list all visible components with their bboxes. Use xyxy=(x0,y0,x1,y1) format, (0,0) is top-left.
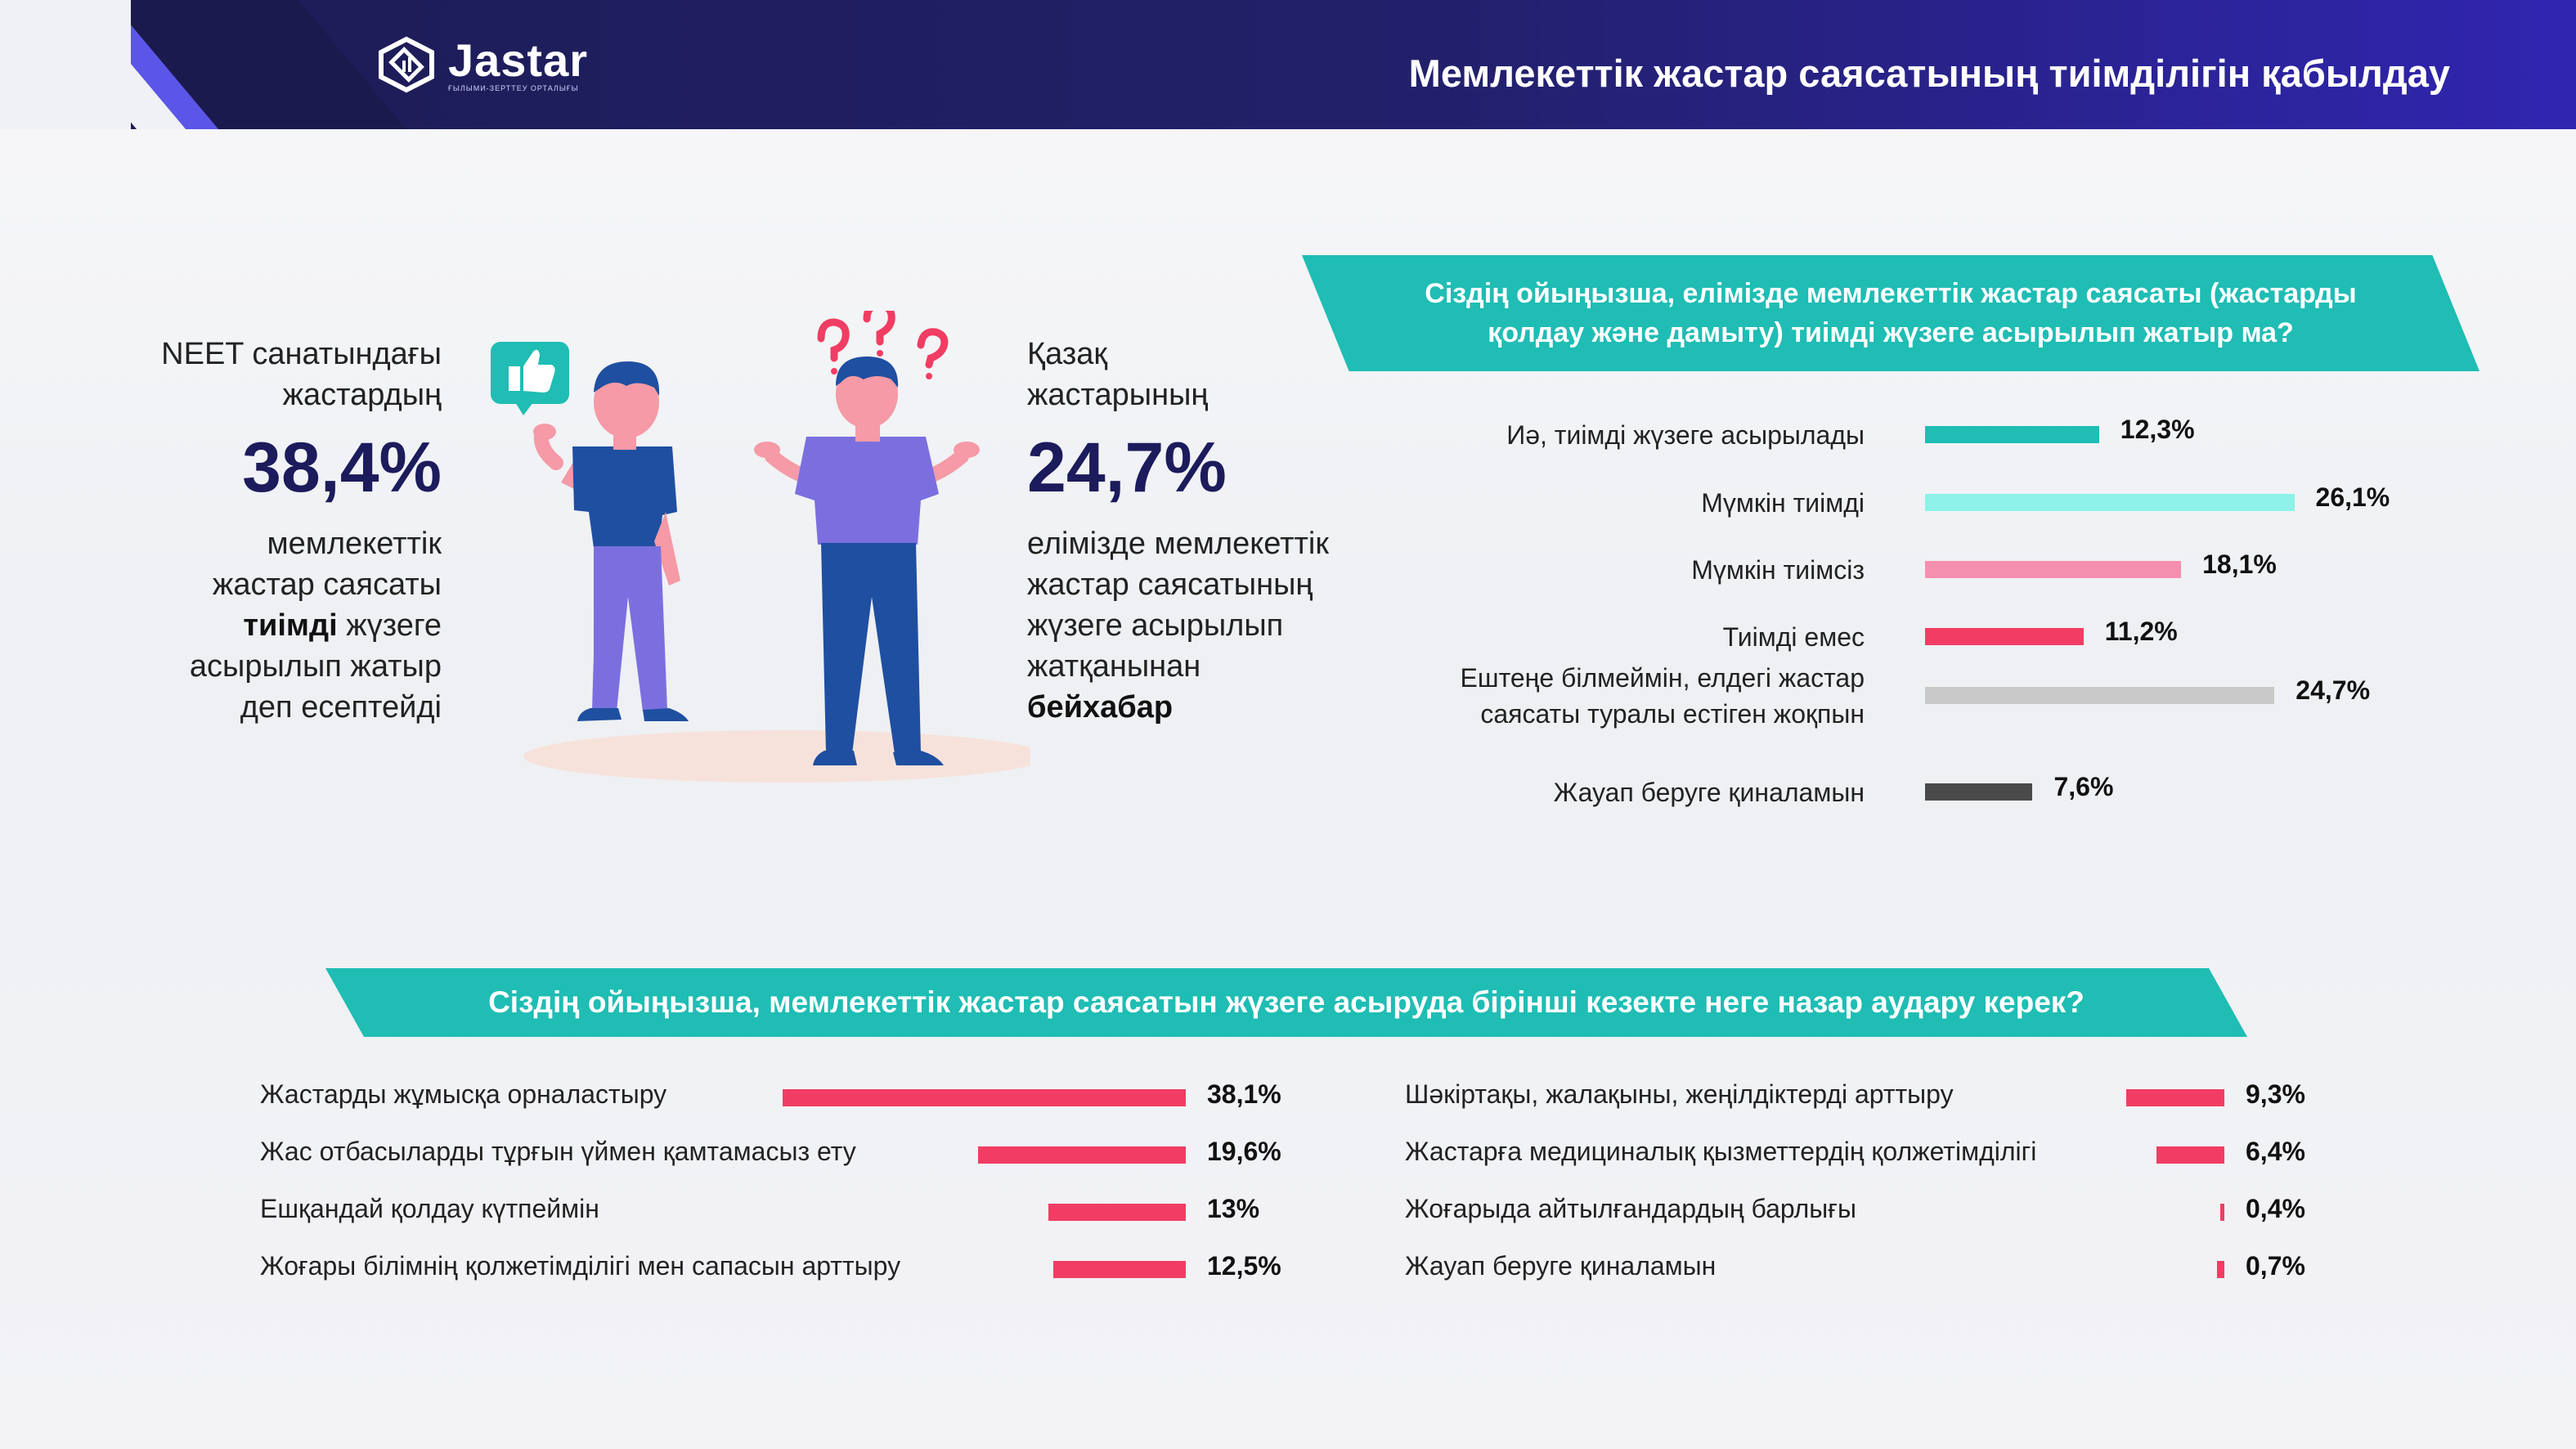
chart1-bar xyxy=(1925,628,2084,645)
chart1-category-label: Мүмкін тиімді xyxy=(1701,488,1865,518)
chart2-bar xyxy=(2219,1204,2224,1221)
illustration-two-youths xyxy=(491,311,1030,783)
chart2-category-label: Жауап беруге қиналамын xyxy=(1405,1251,1717,1281)
chart2-bar xyxy=(2216,1261,2224,1278)
person-confused xyxy=(754,357,980,765)
logo-text: Jastar xyxy=(448,34,589,86)
chart2-bar xyxy=(2156,1146,2224,1164)
chart1-bar xyxy=(1925,561,2182,578)
chart2-value-label: 0,7% xyxy=(2246,1251,2305,1281)
chart2-value-label: 9,3% xyxy=(2246,1079,2305,1109)
chart2-bar xyxy=(1053,1261,1186,1278)
chart2-value-label: 38,1% xyxy=(1207,1079,1281,1109)
chart2-category-label: Жас отбасыларды тұрғын үймен қамтамасыз … xyxy=(260,1137,856,1166)
stat-neet-body-1: мемлекеттік xyxy=(267,527,442,561)
chart1-title-banner: Сіздің ойыңызша, елімізде мемлекеттік жа… xyxy=(1302,255,2480,371)
stat-neet-intro-2: жастардың xyxy=(282,378,442,412)
stat-youth-emphasis: бейхабар xyxy=(1027,690,1174,724)
stat-youth-intro-2: жастарының xyxy=(1027,378,1209,412)
stat-neet-intro-1: NEET санатындағы xyxy=(161,337,442,371)
chart1-bar xyxy=(1925,687,2275,704)
chart1-bar xyxy=(1925,783,2033,801)
chart2-title-banner: Сіздің ойыңызша, мемлекеттік жастар саяс… xyxy=(325,968,2247,1037)
stat-youth-body-5: бейхабар xyxy=(1027,687,1371,728)
stat-neet-body-3: тиімді жүзеге xyxy=(123,605,442,646)
chart1-bar xyxy=(1925,426,2099,443)
chart2-value-label: 19,6% xyxy=(1207,1137,1281,1166)
chart1-value-label: 18,1% xyxy=(2202,550,2277,579)
chart2-category-label: Жастарды жұмысқа орналастыру xyxy=(260,1079,667,1109)
logo-icon xyxy=(379,36,434,93)
stat-youth-percent: 24,7% xyxy=(1027,428,1227,507)
stat-neet-emphasis: тиімді xyxy=(243,608,338,643)
stat-neet-body-4: асырылып жатыр xyxy=(189,649,442,684)
chart1-title: Сіздің ойыңызша, елімізде мемлекеттік жа… xyxy=(1425,278,2357,348)
stat-neet: NEET санатындағы жастардың 38,4% мемлеке… xyxy=(123,334,442,728)
stat-neet-body-2: жастар саясаты xyxy=(212,567,442,602)
chart2-bar xyxy=(978,1146,1186,1164)
page-title: Мемлекеттік жастар саясатының тиімділігі… xyxy=(1408,52,2450,95)
chart2-bar xyxy=(1048,1204,1186,1221)
chart2-category-label: Шәкіртақы, жалақыны, жеңілдіктерді артты… xyxy=(1405,1079,1954,1109)
chart1-category-label: Мүмкін тиімсіз xyxy=(1691,555,1865,585)
chart2-bar xyxy=(2125,1089,2224,1106)
chart1-category-label: Жауап беруге қиналамын xyxy=(1553,778,1865,807)
logo-subtitle: ҒЫЛЫМИ-ЗЕРТТЕУ ОРТАЛЫҒЫ xyxy=(448,84,579,92)
ground-shadow xyxy=(523,730,1030,783)
stat-youth-body-2: жастар саясатының xyxy=(1027,567,1313,602)
chart2-bar xyxy=(782,1089,1186,1106)
question-marks-icon xyxy=(817,311,949,379)
chart1-value-label: 7,6% xyxy=(2053,772,2114,801)
chart1-category-label: Тиімді емес xyxy=(1722,622,1865,652)
stat-neet-percent: 38,4% xyxy=(242,428,442,507)
chart1-value-label: 24,7% xyxy=(2296,675,2371,705)
header-bar: Jastar ҒЫЛЫМИ-ЗЕРТТЕУ ОРТАЛЫҒЫ Мемлекетт… xyxy=(0,0,2576,129)
chart1-value-label: 26,1% xyxy=(2315,482,2390,512)
chart2-category-label: Жоғары білімнің қолжетімділігі мен сапас… xyxy=(260,1251,901,1281)
stat-neet-body-3-rest: жүзеге xyxy=(337,608,442,643)
chart1-value-label: 11,2% xyxy=(2104,617,2178,646)
person-thumbs-up xyxy=(533,361,689,721)
chart2-category-label: Жоғарыда айтылғандардың барлығы xyxy=(1405,1194,1856,1223)
chart1-category-label: Ештеңе білмеймін, елдегі жастар xyxy=(1460,663,1865,693)
chart1-value-label: 12,3% xyxy=(2120,415,2195,444)
chart2-value-label: 6,4% xyxy=(2246,1137,2305,1166)
stat-youth-body-3: жүзеге асырылып xyxy=(1027,608,1284,643)
chart2-title: Сіздің ойыңызша, мемлекеттік жастар саяс… xyxy=(488,985,2085,1019)
chart2-value-label: 0,4% xyxy=(2246,1194,2305,1223)
chart1-category-label: Иә, тиімді жүзеге асырылады xyxy=(1506,420,1865,450)
chart2-value-label: 12,5% xyxy=(1207,1251,1281,1281)
stat-neet-body-5: деп есептейді xyxy=(240,690,442,724)
chart2-category-label: Ешқандай қолдау күтпеймін xyxy=(260,1194,599,1223)
stat-youth-intro-1: Қазақ xyxy=(1027,337,1108,371)
chart1-bar xyxy=(1925,494,2295,511)
stat-kazakh-youth: Қазақ жастарының 24,7% елімізде мемлекет… xyxy=(1027,334,1371,728)
chart2-category-label: Жастарға медициналық қызметтердің қолжет… xyxy=(1405,1137,2037,1166)
logo[interactable]: Jastar ҒЫЛЫМИ-ЗЕРТТЕУ ОРТАЛЫҒЫ xyxy=(376,36,588,93)
chart2-value-label: 13% xyxy=(1207,1194,1260,1223)
stat-youth-body-4: жатқанынан xyxy=(1027,649,1201,684)
thumbs-up-icon xyxy=(491,342,569,415)
chart1-category-label: саясаты туралы естіген жоқпын xyxy=(1480,699,1865,729)
stat-youth-body-1: елімізде мемлекеттік xyxy=(1027,527,1329,561)
